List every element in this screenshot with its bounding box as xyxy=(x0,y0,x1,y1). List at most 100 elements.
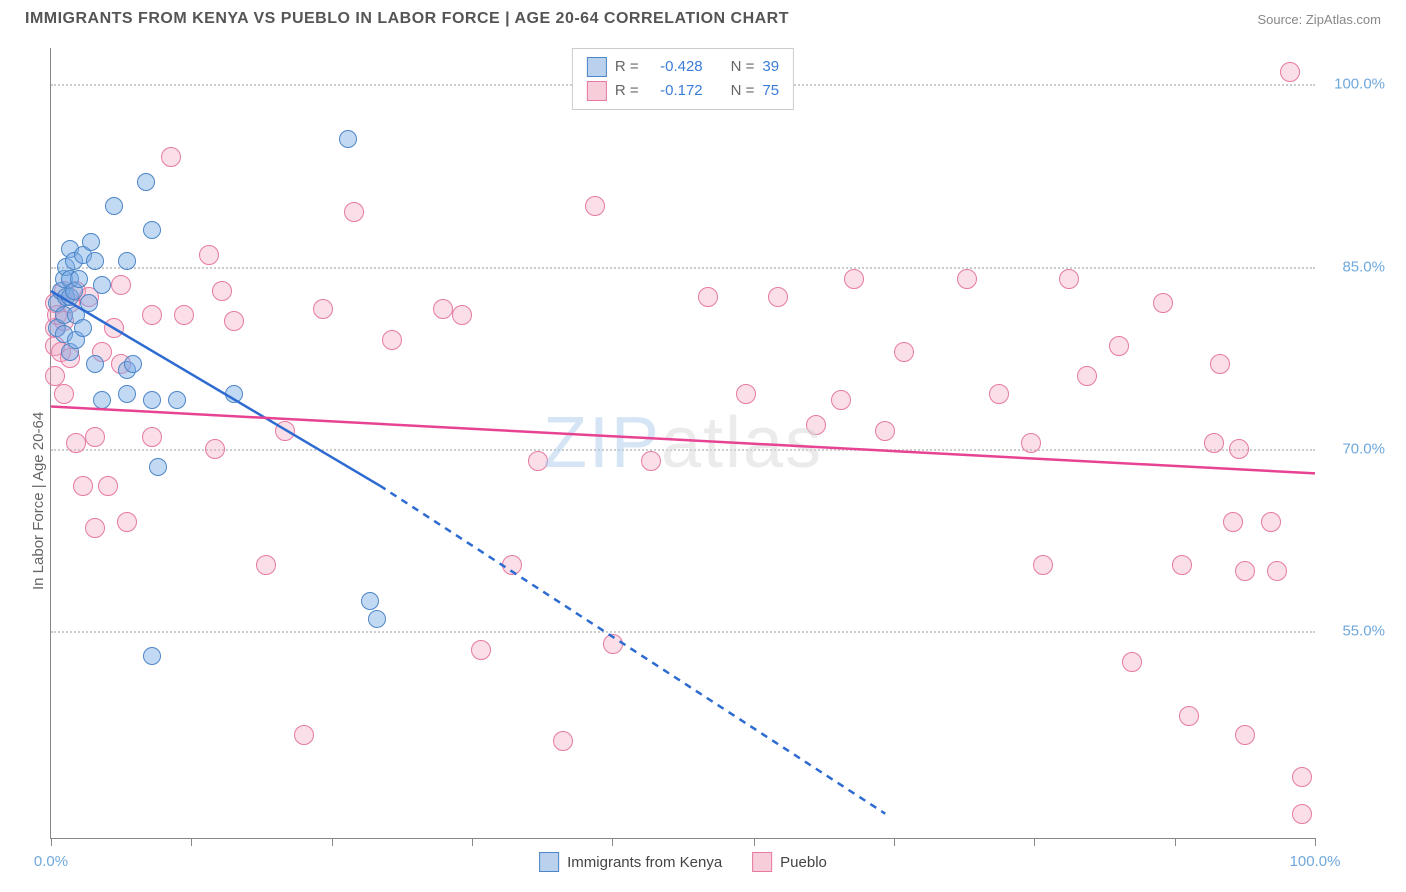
scatter-point-pueblo xyxy=(1153,293,1173,313)
scatter-point-kenya xyxy=(137,173,155,191)
scatter-point-pueblo xyxy=(174,305,194,325)
scatter-point-pueblo xyxy=(142,305,162,325)
scatter-point-kenya xyxy=(143,221,161,239)
source-attribution: Source: ZipAtlas.com xyxy=(1257,12,1381,27)
scatter-point-pueblo xyxy=(1292,804,1312,824)
gridline xyxy=(51,631,1315,633)
scatter-point-pueblo xyxy=(111,275,131,295)
scatter-point-pueblo xyxy=(224,311,244,331)
scatter-point-kenya xyxy=(225,385,243,403)
scatter-point-pueblo xyxy=(957,269,977,289)
scatter-point-pueblo xyxy=(294,725,314,745)
scatter-point-pueblo xyxy=(698,287,718,307)
scatter-point-pueblo xyxy=(1235,561,1255,581)
scatter-point-pueblo xyxy=(85,518,105,538)
scatter-point-pueblo xyxy=(275,421,295,441)
gridline xyxy=(51,267,1315,269)
scatter-point-pueblo xyxy=(528,451,548,471)
scatter-point-kenya xyxy=(149,458,167,476)
scatter-point-pueblo xyxy=(73,476,93,496)
scatter-point-pueblo xyxy=(502,555,522,575)
scatter-point-pueblo xyxy=(1261,512,1281,532)
scatter-point-pueblo xyxy=(452,305,472,325)
y-tick-label: 55.0% xyxy=(1325,623,1385,640)
watermark: ZIPatlas xyxy=(543,402,823,484)
legend-row-pueblo: R =-0.172N =75 xyxy=(587,79,779,103)
scatter-point-pueblo xyxy=(894,342,914,362)
legend-series: Immigrants from KenyaPueblo xyxy=(539,852,827,872)
x-tick xyxy=(51,838,52,846)
scatter-point-pueblo xyxy=(85,427,105,447)
scatter-point-pueblo xyxy=(1172,555,1192,575)
scatter-point-pueblo xyxy=(553,731,573,751)
scatter-point-kenya xyxy=(368,610,386,628)
scatter-point-kenya xyxy=(86,252,104,270)
scatter-point-pueblo xyxy=(1229,439,1249,459)
scatter-point-kenya xyxy=(339,130,357,148)
x-tick xyxy=(1034,838,1035,846)
scatter-point-pueblo xyxy=(98,476,118,496)
scatter-point-pueblo xyxy=(142,427,162,447)
scatter-point-pueblo xyxy=(1292,767,1312,787)
regression-lines xyxy=(51,48,1315,838)
legend-correlation: R =-0.428N =39R =-0.172N =75 xyxy=(572,48,794,110)
scatter-point-pueblo xyxy=(382,330,402,350)
scatter-point-pueblo xyxy=(45,366,65,386)
x-tick xyxy=(894,838,895,846)
x-tick-label: 100.0% xyxy=(1290,853,1341,870)
scatter-point-pueblo xyxy=(344,202,364,222)
scatter-point-pueblo xyxy=(1109,336,1129,356)
scatter-point-pueblo xyxy=(313,299,333,319)
scatter-point-pueblo xyxy=(1021,433,1041,453)
scatter-point-pueblo xyxy=(256,555,276,575)
scatter-point-kenya xyxy=(118,385,136,403)
scatter-point-kenya xyxy=(70,270,88,288)
scatter-point-kenya xyxy=(124,355,142,373)
legend-row-kenya: R =-0.428N =39 xyxy=(587,55,779,79)
scatter-point-pueblo xyxy=(875,421,895,441)
scatter-point-pueblo xyxy=(205,439,225,459)
scatter-point-pueblo xyxy=(1235,725,1255,745)
scatter-point-pueblo xyxy=(844,269,864,289)
scatter-point-kenya xyxy=(143,647,161,665)
scatter-point-kenya xyxy=(105,197,123,215)
scatter-point-kenya xyxy=(143,391,161,409)
x-tick-label: 0.0% xyxy=(34,853,68,870)
scatter-point-pueblo xyxy=(212,281,232,301)
scatter-point-kenya xyxy=(80,294,98,312)
x-tick xyxy=(332,838,333,846)
scatter-point-pueblo xyxy=(161,147,181,167)
scatter-point-pueblo xyxy=(641,451,661,471)
scatter-point-pueblo xyxy=(199,245,219,265)
scatter-point-pueblo xyxy=(433,299,453,319)
scatter-point-pueblo xyxy=(831,390,851,410)
scatter-point-pueblo xyxy=(1210,354,1230,374)
x-tick xyxy=(612,838,613,846)
scatter-point-kenya xyxy=(86,355,104,373)
y-tick-label: 70.0% xyxy=(1325,441,1385,458)
scatter-point-pueblo xyxy=(1077,366,1097,386)
scatter-point-pueblo xyxy=(1204,433,1224,453)
scatter-point-pueblo xyxy=(1059,269,1079,289)
scatter-point-pueblo xyxy=(736,384,756,404)
x-tick xyxy=(472,838,473,846)
scatter-point-kenya xyxy=(74,319,92,337)
scatter-point-kenya xyxy=(361,592,379,610)
x-tick xyxy=(754,838,755,846)
scatter-point-pueblo xyxy=(1179,706,1199,726)
x-tick xyxy=(1315,838,1316,846)
gridline xyxy=(51,449,1315,451)
scatter-point-pueblo xyxy=(1122,652,1142,672)
scatter-point-pueblo xyxy=(1280,62,1300,82)
scatter-point-pueblo xyxy=(1267,561,1287,581)
scatter-point-kenya xyxy=(93,276,111,294)
scatter-point-pueblo xyxy=(989,384,1009,404)
scatter-point-pueblo xyxy=(104,318,124,338)
y-axis-label: In Labor Force | Age 20-64 xyxy=(30,412,47,590)
scatter-point-pueblo xyxy=(768,287,788,307)
scatter-point-kenya xyxy=(82,233,100,251)
scatter-point-pueblo xyxy=(471,640,491,660)
x-tick xyxy=(1175,838,1176,846)
scatter-point-pueblo xyxy=(1033,555,1053,575)
legend-item-pueblo: Pueblo xyxy=(752,852,827,872)
